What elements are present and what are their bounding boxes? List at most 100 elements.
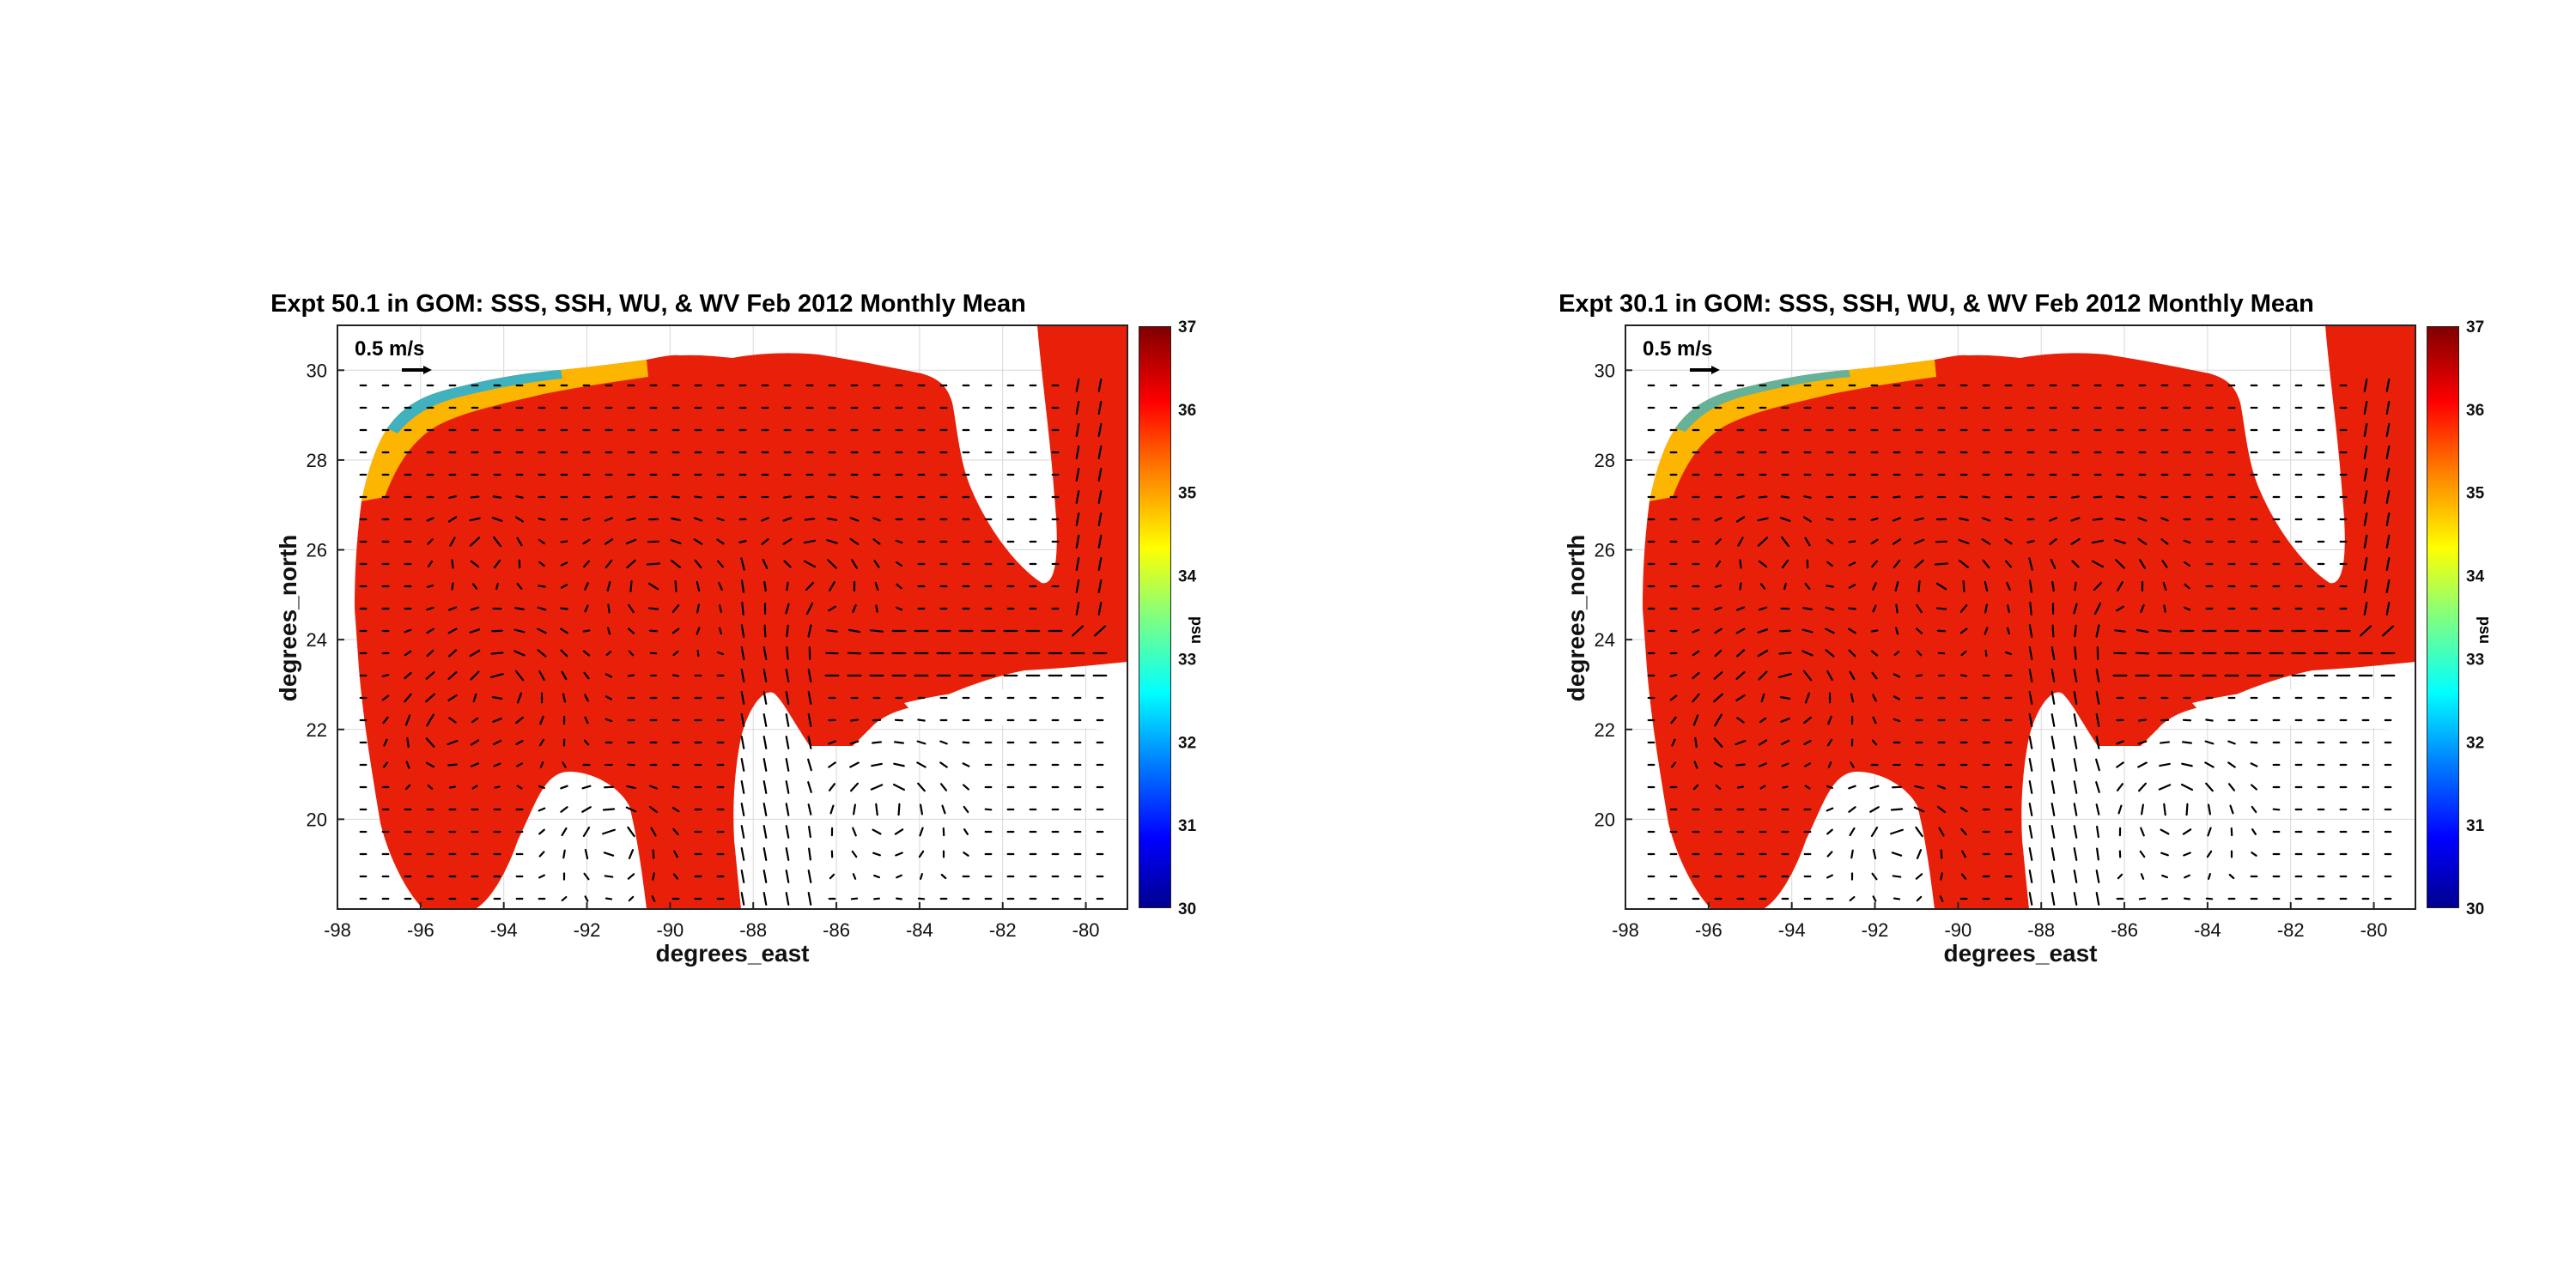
velocity-arrow: [2050, 847, 2056, 861]
velocity-arrow: [2073, 803, 2078, 816]
velocity-arrow: [1893, 718, 1901, 723]
velocity-arrow: [561, 670, 568, 681]
velocity-arrow: [1848, 649, 1856, 658]
velocity-arrow: [2182, 741, 2192, 744]
velocity-arrow: [939, 783, 948, 791]
velocity-arrow: [493, 536, 501, 548]
velocity-arrow: [940, 873, 947, 880]
velocity-arrow: [2363, 557, 2368, 571]
velocity-arrow: [740, 713, 745, 727]
velocity-arrow: [1735, 671, 1746, 680]
velocity-arrow: [2050, 669, 2056, 682]
gulf-water-region: [355, 325, 1127, 909]
velocity-arrow: [1735, 763, 1746, 767]
vector-scale-arrowhead: [423, 366, 432, 374]
velocity-arrow: [1779, 629, 1791, 633]
velocity-arrow: [1735, 516, 1746, 523]
velocity-arrow: [916, 740, 927, 745]
velocity-arrow: [2049, 517, 2057, 522]
velocity-arrow: [1959, 785, 1968, 789]
velocity-arrow: [626, 785, 636, 790]
velocity-arrow: [785, 870, 790, 883]
velocity-arrow: [605, 695, 613, 700]
velocity-arrow: [628, 849, 635, 859]
velocity-arrow: [740, 646, 745, 660]
velocity-arrow: [2385, 579, 2391, 593]
velocity-arrow: [2227, 761, 2236, 768]
velocity-arrow: [2028, 557, 2033, 571]
velocity-arrow: [2073, 691, 2078, 705]
velocity-arrow: [807, 669, 812, 682]
x-tick-label: -98: [1612, 919, 1639, 941]
x-tick-label: -90: [656, 919, 683, 941]
y-tick-label: 26: [1595, 540, 1615, 561]
velocity-arrow: [740, 780, 745, 794]
velocity-arrow: [850, 718, 859, 722]
velocity-arrow: [762, 870, 768, 883]
velocity-arrow: [1826, 851, 1833, 858]
velocity-arrow: [1713, 671, 1723, 680]
y-tick-label: 30: [307, 360, 327, 381]
velocity-arrow: [2229, 804, 2234, 815]
velocity-arrow: [1826, 518, 1834, 521]
velocity-arrow: [604, 517, 614, 522]
velocity-arrow: [1736, 495, 1745, 499]
velocity-arrow: [917, 718, 926, 722]
velocity-arrow: [2005, 560, 2012, 568]
velocity-arrow: [447, 516, 458, 523]
velocity-arrow: [2382, 625, 2394, 637]
velocity-arrow: [538, 561, 545, 567]
velocity-arrow: [405, 761, 410, 769]
velocity-arrow: [2385, 401, 2391, 415]
velocity-arrow: [426, 713, 434, 727]
velocity-arrow: [605, 559, 613, 569]
velocity-arrow: [2028, 892, 2033, 906]
velocity-arrow: [2004, 651, 2013, 656]
velocity-arrow: [652, 872, 655, 881]
velocity-arrow: [2050, 758, 2056, 772]
velocity-arrow: [849, 761, 860, 768]
velocity-arrow: [785, 847, 790, 861]
velocity-arrow: [2160, 852, 2169, 857]
velocity-arrow: [1959, 806, 1968, 813]
velocity-arrow: [448, 495, 457, 499]
velocity-arrow: [2363, 379, 2368, 392]
velocity-arrow: [740, 847, 745, 861]
velocity-arrow: [2183, 539, 2191, 544]
velocity-arrow: [1075, 579, 1080, 593]
velocity-arrow: [406, 737, 410, 749]
velocity-arrow: [1982, 495, 1990, 499]
velocity-arrow: [740, 892, 745, 906]
velocity-arrow: [491, 629, 503, 633]
velocity-arrow: [1097, 535, 1103, 549]
velocity-arrow: [2272, 808, 2281, 811]
velocity-arrow: [404, 784, 411, 791]
velocity-arrow: [515, 716, 524, 724]
velocity-arrow: [1715, 561, 1722, 567]
vector-scale-arrowhead: [1711, 366, 1720, 374]
velocity-arrow: [1894, 581, 1899, 591]
velocity-arrow: [2073, 736, 2078, 749]
velocity-arrow: [1935, 582, 1947, 591]
velocity-arrow: [1960, 827, 1967, 836]
velocity-arrow: [469, 649, 481, 658]
velocity-arrow: [808, 847, 811, 861]
velocity-arrow: [538, 738, 545, 747]
velocity-arrow: [2028, 623, 2033, 639]
velocity-arrow: [2250, 762, 2258, 767]
velocity-arrow: [2363, 446, 2368, 459]
velocity-arrow: [606, 581, 611, 591]
velocity-arrow: [1959, 604, 1968, 613]
velocity-arrow: [538, 518, 546, 521]
velocity-arrow: [538, 585, 546, 588]
x-tick-label: -92: [574, 919, 601, 941]
velocity-arrow: [1757, 649, 1769, 658]
velocity-arrow: [1827, 761, 1832, 768]
velocity-arrow: [2182, 828, 2192, 835]
velocity-arrow: [2180, 783, 2194, 791]
velocity-arrow: [605, 897, 613, 900]
velocity-arrow: [2073, 780, 2078, 794]
velocity-arrow: [1826, 785, 1833, 790]
velocity-arrow: [1803, 716, 1812, 724]
velocity-arrow: [829, 581, 835, 591]
